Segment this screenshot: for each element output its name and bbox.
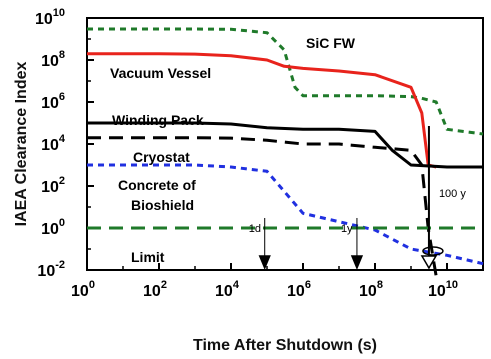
axis-ticks: 100 102 104 106 108 1010 10-2 100 102 104 106 108 10… xyxy=(35,7,458,300)
series-line-sic-fw xyxy=(87,27,484,136)
series-label-vacuum-vessel: Vacuum Vessel xyxy=(110,65,211,81)
y-tick-label: 108 xyxy=(41,49,65,70)
series-label-winding-pack: Winding Pack xyxy=(112,112,204,128)
annotations: 1d 1y 100 y xyxy=(249,126,466,270)
annotation-label: 1y xyxy=(341,223,353,235)
series-label-concrete-of-bioshield-line2: Bioshield xyxy=(131,197,194,213)
annotation-label: 100 y xyxy=(439,188,466,200)
y-tick-label: 1010 xyxy=(35,7,65,28)
series-line-cryostat xyxy=(87,136,438,277)
series-label-concrete-of-bioshield-line1: Concrete of xyxy=(118,177,196,193)
series-group xyxy=(87,27,484,277)
intersection-marker xyxy=(422,246,444,256)
x-tick-label: 100 xyxy=(71,279,95,300)
series-label-sic-fw: SiC FW xyxy=(306,35,356,51)
x-tick-label: 102 xyxy=(143,279,167,300)
y-tick-label: 10-2 xyxy=(37,259,65,280)
x-tick-label: 108 xyxy=(359,279,383,300)
series-label-limit: Limit xyxy=(131,249,165,265)
arrow-head xyxy=(420,255,438,270)
y-tick-label: 100 xyxy=(41,217,65,238)
arrow-head xyxy=(258,255,271,270)
series-line-vacuum-vessel xyxy=(87,52,437,169)
annotation-label: 1d xyxy=(249,223,261,235)
y-axis-title: IAEA Clearance Index xyxy=(13,62,30,227)
x-tick-label: 1010 xyxy=(428,279,458,300)
y-tick-label: 104 xyxy=(41,133,66,154)
series-label-cryostat: Cryostat xyxy=(133,149,190,165)
x-axis-title: Time After Shutdown (s) xyxy=(193,337,377,354)
y-tick-label: 102 xyxy=(41,175,65,196)
x-tick-label: 104 xyxy=(215,279,240,300)
arrow-head xyxy=(350,255,364,270)
x-tick-label: 106 xyxy=(287,279,311,300)
y-tick-label: 106 xyxy=(41,91,65,112)
